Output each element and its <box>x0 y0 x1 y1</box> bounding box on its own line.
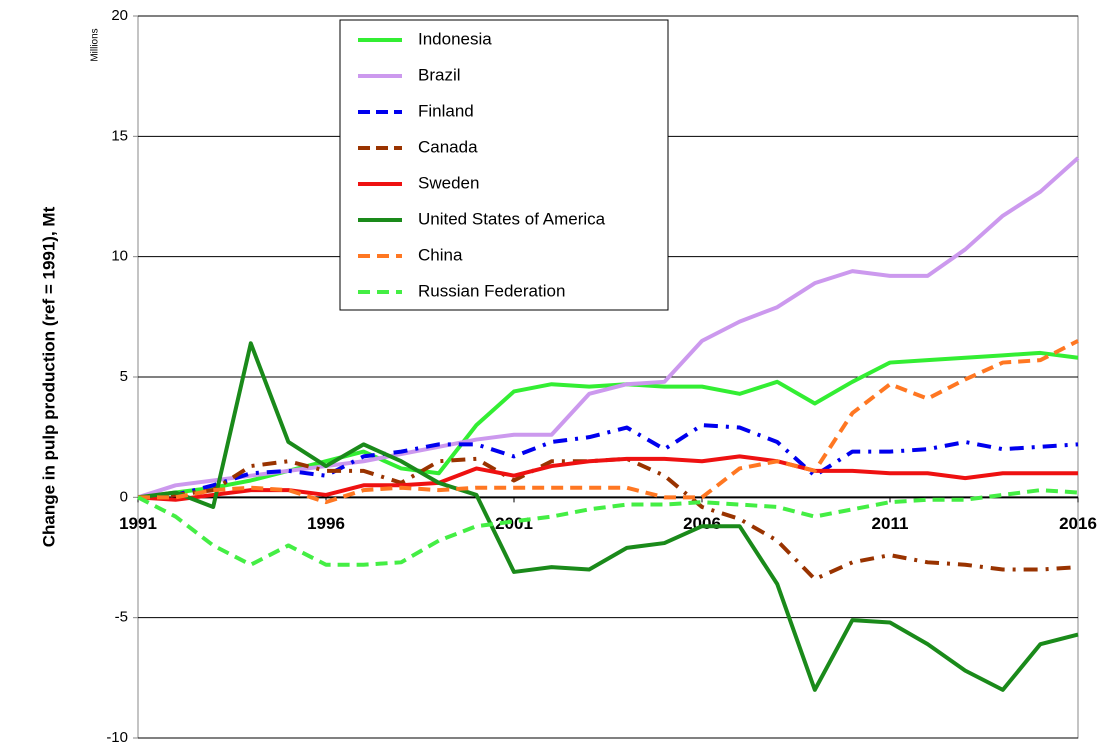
legend-label: Sweden <box>418 173 479 192</box>
y-tick-label: 15 <box>111 127 128 144</box>
series-line <box>137 456 1079 582</box>
legend-label: China <box>418 245 463 264</box>
legend-label: United States of America <box>418 209 606 228</box>
series-line <box>137 488 1079 567</box>
legend-label: Indonesia <box>418 29 492 48</box>
series-line <box>137 341 1079 692</box>
series-line <box>137 423 1079 500</box>
y-tick-label: 10 <box>111 248 128 265</box>
y-axis-label: Change in pulp production (ref = 1991), … <box>39 206 58 547</box>
y-tick-label: -5 <box>115 609 128 626</box>
y-tick-label: -10 <box>106 729 128 744</box>
series-line <box>138 339 1079 505</box>
legend-label: Russian Federation <box>418 281 565 300</box>
legend-box <box>339 19 669 311</box>
unit-label: Millions <box>90 28 101 61</box>
y-tick-label: 5 <box>120 368 128 385</box>
series-line <box>137 156 1080 500</box>
y-tick-label: 20 <box>111 7 128 24</box>
legend-label: Canada <box>418 137 478 156</box>
x-tick-label: 1996 <box>307 514 345 533</box>
legend-label: Finland <box>418 101 474 120</box>
series-line <box>137 454 1078 502</box>
x-tick-label: 2011 <box>872 514 909 533</box>
legend-label: Brazil <box>418 65 461 84</box>
x-tick-label: 1991 <box>119 514 157 533</box>
x-tick-label: 2016 <box>1059 514 1097 533</box>
y-tick-label: 0 <box>120 488 128 505</box>
